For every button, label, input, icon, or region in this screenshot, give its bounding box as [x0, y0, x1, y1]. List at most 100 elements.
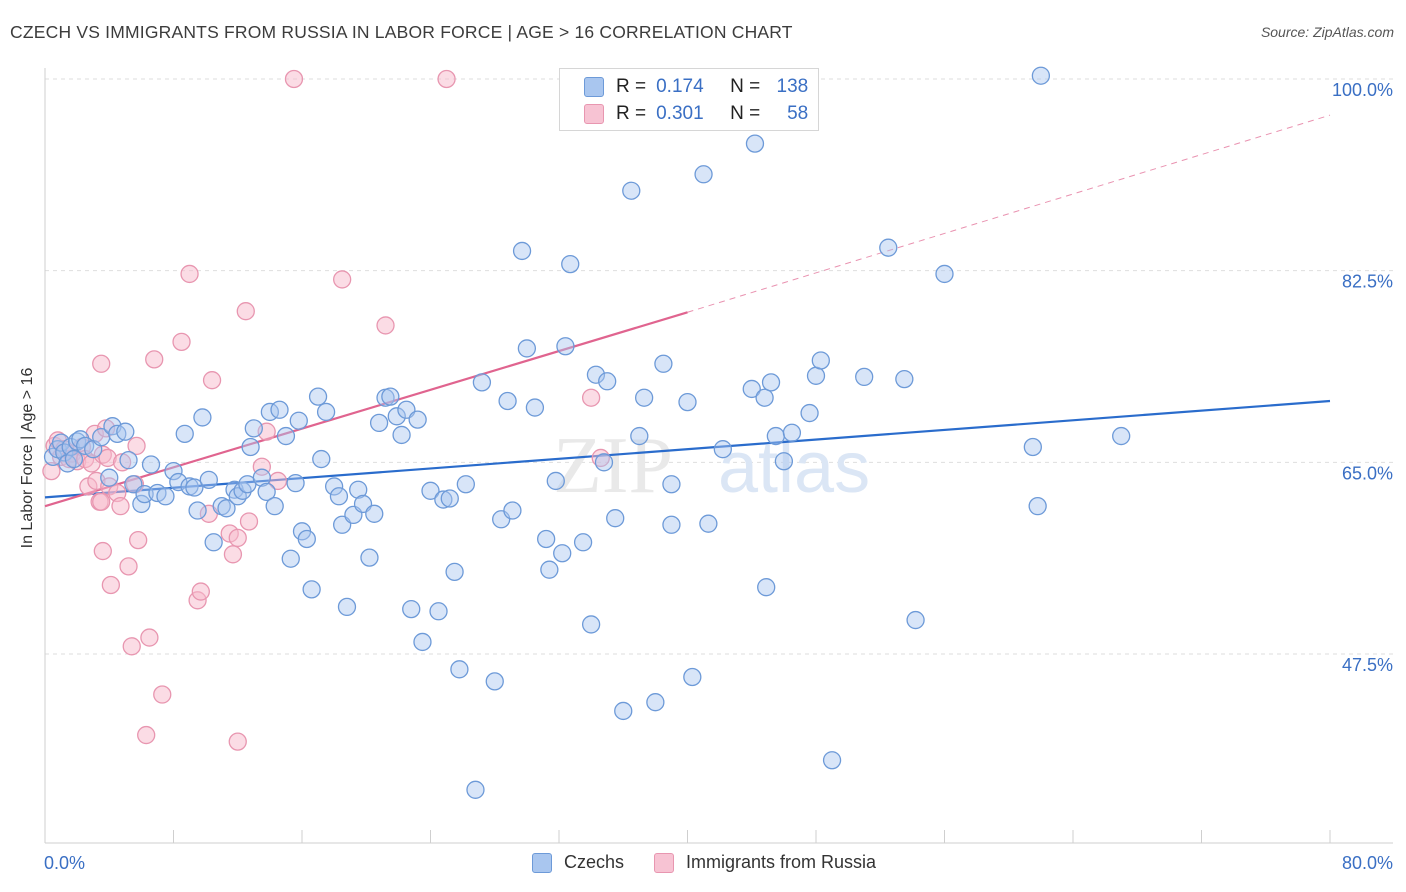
czech-point — [537, 529, 556, 549]
czech-point — [806, 366, 826, 385]
czech-point — [895, 369, 914, 389]
russia-point — [437, 69, 456, 89]
czech-point — [228, 487, 247, 506]
czech-point — [369, 413, 389, 433]
russia-point — [239, 512, 259, 531]
czech-point — [337, 597, 357, 617]
czech-point — [713, 440, 732, 459]
czech-point — [265, 496, 284, 516]
russia-point — [284, 69, 304, 89]
czech-point — [297, 529, 316, 549]
czech-point — [811, 351, 830, 370]
czech-point — [581, 615, 601, 634]
russia-point — [180, 264, 199, 284]
czech-point — [699, 514, 718, 533]
czech-point — [440, 489, 459, 508]
russia-point — [191, 582, 210, 601]
czech-point — [782, 423, 802, 442]
russia-points — [42, 69, 610, 751]
czech-point — [188, 501, 207, 520]
czech-point — [257, 482, 276, 502]
legend-r-label: R = — [616, 103, 647, 124]
czech-point — [302, 580, 321, 599]
czech-point — [64, 449, 84, 469]
czech-point — [434, 490, 453, 509]
legend-item-czechs: Czechs — [532, 852, 624, 873]
czech-point — [614, 701, 633, 721]
czech-point — [466, 780, 485, 799]
trendlines — [44, 114, 1331, 508]
czech-point — [755, 388, 774, 407]
russia-point — [129, 530, 148, 550]
czech-point — [408, 410, 427, 429]
czech-point — [199, 470, 218, 490]
watermark-zip: ZIP — [553, 422, 673, 510]
russia-point — [42, 461, 61, 481]
czech-point — [935, 264, 954, 284]
czech-point — [141, 455, 161, 474]
czech-point — [654, 354, 673, 373]
y-tick-label: 65.0% — [1342, 463, 1393, 483]
legend-label-russia: Immigrants from Russia — [686, 852, 877, 872]
czech-point — [119, 450, 138, 470]
russia-point — [223, 545, 243, 564]
czech-point — [387, 407, 406, 426]
czech-point — [822, 751, 842, 770]
czech-point — [646, 693, 665, 712]
czech-point — [156, 487, 175, 506]
russia-point — [127, 436, 146, 456]
stats-legend: R = 0.174 N = 138 R = 0.301 N = 58 — [559, 68, 819, 131]
czech-swatch-icon — [532, 852, 552, 873]
czech-point — [456, 475, 475, 494]
y-tick-label: 100.0% — [1332, 80, 1393, 100]
legend-n-value: 58 — [787, 103, 809, 124]
russia-point — [119, 557, 138, 576]
czech-point — [324, 477, 344, 496]
czech-point — [365, 504, 384, 523]
czech-point — [204, 533, 223, 552]
czech-point — [598, 372, 617, 391]
legend-r-label: R = — [616, 76, 647, 97]
series-legend: Czechs Immigrants from Russia — [532, 852, 906, 873]
czech-point — [270, 400, 289, 419]
czech-trend-line — [44, 399, 1331, 499]
legend-row-czechs: R = 0.174 N = 138 — [584, 75, 808, 99]
russia-trend-line — [44, 311, 688, 508]
czech-point — [855, 367, 874, 387]
legend-n-label: N = — [730, 76, 761, 97]
czech-point — [662, 475, 681, 494]
czech-point — [485, 672, 504, 691]
russia-trend-extension — [687, 114, 1331, 313]
czech-point — [316, 402, 336, 422]
czech-point — [349, 480, 368, 499]
czech-swatch-icon — [584, 77, 604, 97]
russia-point — [228, 732, 247, 751]
russia-point — [140, 628, 159, 647]
czech-point — [252, 468, 271, 487]
czech-point — [525, 398, 545, 417]
russia-swatch-icon — [654, 852, 675, 873]
tick-labels: 47.5% 65.0% 82.5% 100.0% 0.0% 80.0% — [44, 80, 1393, 873]
gridlines — [45, 78, 1393, 655]
czech-point — [745, 134, 765, 153]
czech-points — [43, 66, 1131, 799]
czech-point — [906, 610, 925, 630]
czech-point — [164, 461, 183, 481]
czech-point — [289, 411, 308, 430]
russia-point — [93, 541, 112, 561]
russia-point — [145, 350, 164, 369]
czech-point — [561, 254, 580, 274]
czech-point — [421, 481, 440, 500]
czech-point — [630, 426, 649, 446]
czech-point — [429, 602, 448, 621]
russia-point — [202, 371, 222, 390]
czech-point — [116, 422, 135, 441]
czech-point — [360, 548, 379, 567]
source-credit: Source: ZipAtlas.com — [1260, 24, 1394, 40]
chart-title: CZECH VS IMMIGRANTS FROM RUSSIA IN LABOR… — [10, 22, 793, 42]
x-tick-label: 80.0% — [1342, 853, 1393, 873]
czech-point — [761, 373, 781, 392]
czech-point — [450, 660, 469, 679]
czech-point — [879, 238, 898, 257]
